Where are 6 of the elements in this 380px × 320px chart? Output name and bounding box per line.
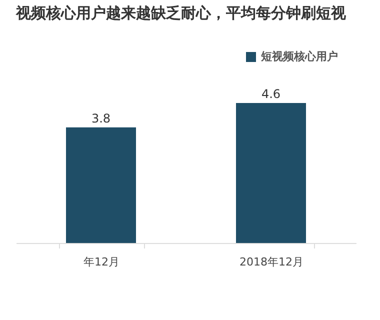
- data-label: 3.8: [91, 111, 111, 126]
- x-tick-label: 2018年12月: [240, 256, 304, 268]
- x-tick-label: 年12月: [84, 256, 120, 268]
- data-label: 4.6: [261, 87, 281, 101]
- chart-title: 视频核心用户越来越缺乏耐心，平均每分钟刷短视: [15, 4, 346, 22]
- legend-label: 短视频核心用户: [260, 50, 338, 63]
